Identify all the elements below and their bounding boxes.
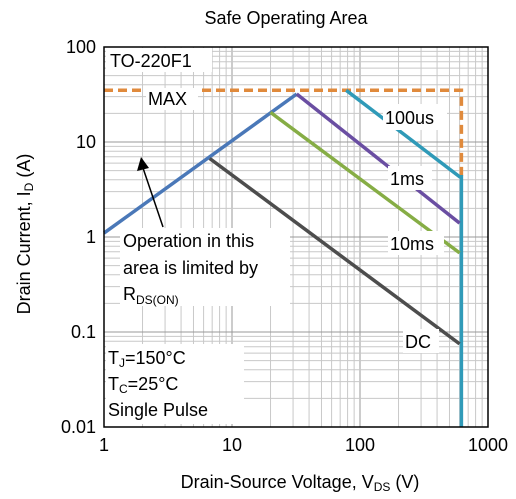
svg-text:100us: 100us xyxy=(385,108,434,128)
x-tick-label: 10 xyxy=(222,435,242,455)
y-tick-label: 10 xyxy=(76,132,96,152)
x-axis-title: Drain-Source Voltage, VDS (V) xyxy=(181,472,420,494)
y-axis-title: Drain Current, ID (A) xyxy=(14,154,36,315)
series-100us xyxy=(345,88,464,427)
label-100us: 100us xyxy=(383,104,447,130)
cond-tc: TC=25°C xyxy=(108,374,178,396)
svg-text:DC: DC xyxy=(405,332,431,352)
series-max xyxy=(104,88,464,180)
svg-text:TO-220F1: TO-220F1 xyxy=(110,51,192,71)
conditions-box: TJ=150°C TC=25°C Single Pulse xyxy=(106,344,244,424)
label-max: MAX xyxy=(146,88,198,110)
x-tick-label: 1 xyxy=(99,435,109,455)
series-10ms xyxy=(269,110,461,255)
x-tick-label: 1000 xyxy=(468,435,508,455)
series-1ms xyxy=(295,92,461,225)
svg-text:Operation in this: Operation in this xyxy=(123,231,254,251)
label-1ms: 1ms xyxy=(388,166,432,190)
series-group xyxy=(102,88,464,427)
tick-labels: 1 10 100 1000 0.01 0.1 1 10 100 xyxy=(61,37,508,455)
label-dc: DC xyxy=(403,329,439,353)
y-tick-label: 0.01 xyxy=(61,417,96,437)
x-tick-label: 100 xyxy=(345,435,375,455)
svg-text:area is limited by: area is limited by xyxy=(123,258,258,278)
y-tick-label: 100 xyxy=(66,37,96,57)
series-dc xyxy=(208,157,461,346)
arrow-head-icon xyxy=(137,157,149,171)
svg-text:MAX: MAX xyxy=(148,89,187,109)
plot-frame xyxy=(103,46,489,428)
y-tick-label: 0.1 xyxy=(71,322,96,342)
note-rdson: RDS(ON) xyxy=(123,284,179,307)
svg-text:10ms: 10ms xyxy=(390,234,434,254)
chart-title: Safe Operating Area xyxy=(204,8,368,28)
cond-tj: TJ=150°C xyxy=(108,348,186,370)
y-tick-label: 1 xyxy=(86,227,96,247)
svg-text:1ms: 1ms xyxy=(390,169,424,189)
annotation-arrow xyxy=(142,167,164,228)
label-package: TO-220F1 xyxy=(106,48,212,72)
cond-pulse: Single Pulse xyxy=(108,400,208,420)
rdson-annotation: Operation in this area is limited by RDS… xyxy=(120,157,290,307)
label-10ms: 10ms xyxy=(388,231,444,255)
series-rds-on-limit xyxy=(102,92,298,235)
